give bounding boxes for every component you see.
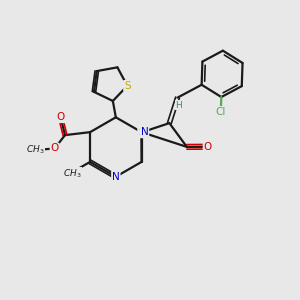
Text: O: O <box>203 142 212 152</box>
Text: N: N <box>112 172 120 182</box>
Text: H: H <box>176 100 182 109</box>
Text: Cl: Cl <box>216 107 226 117</box>
Text: S: S <box>138 128 145 137</box>
Text: S: S <box>124 81 130 91</box>
Text: O: O <box>56 112 65 122</box>
Text: $CH_3$: $CH_3$ <box>63 167 81 180</box>
Text: O: O <box>50 143 59 154</box>
Text: $CH_3$: $CH_3$ <box>26 143 44 156</box>
Text: methyl: methyl <box>28 149 33 151</box>
Text: N: N <box>141 127 148 137</box>
